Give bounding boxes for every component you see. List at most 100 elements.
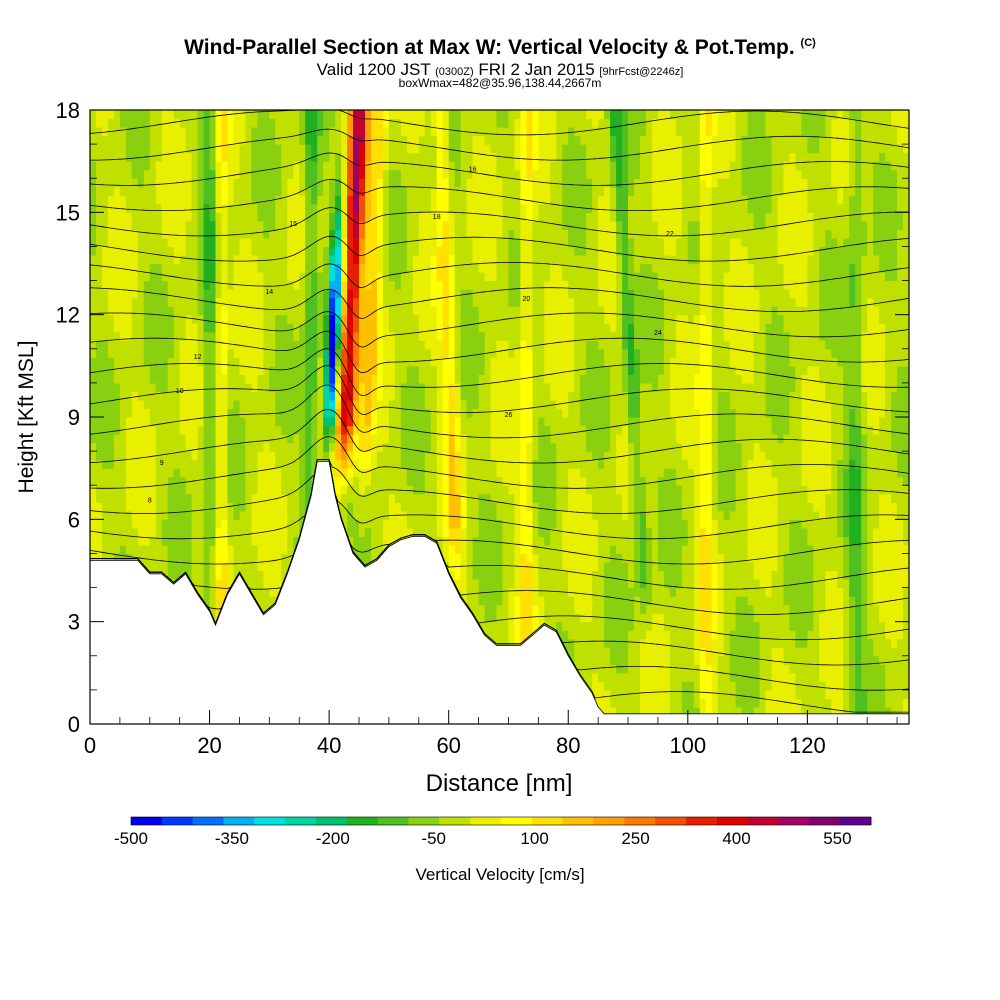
field-cell (137, 314, 145, 324)
field-cell (442, 502, 450, 512)
field-cell (347, 135, 354, 145)
field-cell (90, 127, 97, 137)
field-cell (484, 468, 492, 478)
field-cell (125, 425, 133, 435)
field-cell (323, 169, 330, 179)
field-cell (329, 297, 336, 307)
field-cell (215, 255, 223, 265)
field-cell (90, 314, 97, 324)
field-cell (275, 587, 282, 597)
field-cell (299, 365, 306, 375)
field-cell (143, 280, 151, 290)
field-cell (442, 425, 450, 435)
field-cell (167, 493, 175, 503)
field-cell (281, 536, 288, 546)
field-cell (371, 306, 378, 316)
field-cell (400, 110, 408, 120)
field-cell (490, 110, 498, 120)
field-cell (185, 408, 193, 418)
field-cell (317, 365, 324, 375)
field-cell (305, 220, 312, 230)
field-cell (323, 186, 330, 196)
field-cell (305, 323, 312, 333)
field-cell (102, 110, 109, 120)
field-cell (341, 408, 348, 418)
field-cell (203, 451, 211, 461)
field-cell (149, 374, 157, 384)
field-cell (436, 229, 444, 239)
field-cell (418, 220, 426, 230)
field-cell (167, 161, 175, 171)
field-cell (359, 280, 366, 290)
field-cell (203, 434, 211, 444)
field-cell (466, 297, 474, 307)
field-cell (257, 272, 264, 282)
field-cell (412, 212, 420, 222)
field-cell (161, 476, 169, 486)
field-cell (293, 425, 300, 435)
field-cell (335, 237, 342, 247)
field-cell (305, 348, 312, 358)
field-cell (406, 289, 414, 299)
field-cell (245, 152, 252, 162)
field-cell (299, 306, 306, 316)
field-cell (281, 485, 288, 495)
field-cell (269, 527, 276, 537)
field-cell (436, 203, 444, 213)
field-cell (406, 229, 414, 239)
field-cell (323, 417, 330, 427)
field-cell (155, 442, 163, 452)
field-cell (394, 186, 402, 196)
field-cell (179, 340, 187, 350)
field-cell (490, 280, 498, 290)
field-cell (496, 118, 504, 128)
field-cell (502, 502, 510, 512)
field-cell (335, 272, 342, 282)
field-cell (359, 434, 366, 444)
field-cell (257, 536, 264, 546)
field-cell (323, 425, 330, 435)
field-cell (107, 442, 115, 452)
field-cell (418, 169, 426, 179)
field-cell (239, 323, 247, 333)
field-cell (179, 357, 187, 367)
field-cell (305, 331, 312, 341)
field-cell (460, 314, 468, 324)
field-cell (484, 178, 492, 188)
field-cell (161, 289, 169, 299)
field-cell (113, 195, 121, 205)
field-cell (359, 144, 366, 154)
field-cell (484, 212, 492, 222)
field-cell (394, 425, 402, 435)
field-cell (96, 127, 103, 137)
field-cell (490, 374, 498, 384)
field-cell (203, 374, 211, 384)
field-cell (96, 485, 103, 495)
field-cell (436, 237, 444, 247)
field-cell (287, 135, 294, 145)
field-cell (418, 468, 426, 478)
field-cell (131, 297, 139, 307)
field-cell (490, 186, 498, 196)
field-cell (167, 314, 175, 324)
field-cell (263, 297, 270, 307)
field-cell (143, 451, 151, 461)
field-cell (496, 570, 504, 580)
field-cell (365, 220, 372, 230)
field-cell (347, 451, 354, 461)
field-cell (484, 425, 492, 435)
field-cell (161, 331, 169, 341)
field-cell (472, 553, 480, 563)
field-cell (335, 297, 342, 307)
field-cell (107, 144, 115, 154)
field-cell (155, 544, 163, 554)
field-cell (466, 178, 474, 188)
field-cell (371, 399, 378, 409)
field-cell (382, 246, 390, 256)
field-cell (406, 374, 414, 384)
field-cell (287, 203, 294, 213)
field-cell (293, 280, 300, 290)
field-cell (161, 451, 169, 461)
field-cell (269, 510, 276, 520)
field-cell (335, 417, 342, 427)
